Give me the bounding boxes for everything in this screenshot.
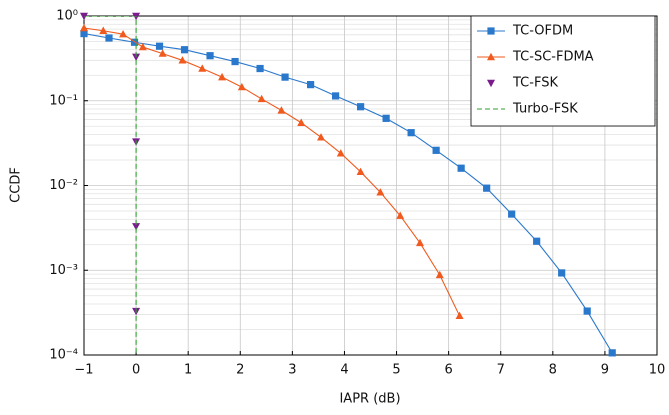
marker — [277, 106, 286, 114]
marker — [558, 269, 566, 277]
marker — [317, 133, 326, 141]
x-tick-label: 6 — [444, 363, 452, 378]
marker — [583, 307, 591, 315]
marker — [158, 49, 167, 57]
marker — [357, 103, 365, 111]
marker — [407, 129, 415, 137]
marker — [306, 81, 315, 89]
marker — [376, 188, 385, 196]
y-tick-label: 10⁰ — [56, 9, 78, 24]
marker — [155, 42, 164, 50]
marker — [432, 146, 440, 154]
x-tick-label: 0 — [132, 363, 140, 378]
marker — [257, 94, 266, 103]
legend-label: Turbo-FSK — [512, 102, 578, 117]
y-axis-label: CCDF — [9, 167, 24, 203]
marker — [331, 92, 340, 100]
marker — [198, 64, 207, 72]
marker — [455, 311, 464, 320]
marker — [132, 223, 141, 231]
plot-frame — [83, 15, 658, 356]
x-tick-label: 1 — [184, 363, 192, 378]
marker — [483, 184, 491, 192]
y-tick-label: 10⁻³ — [49, 263, 78, 278]
x-tick-label: 3 — [288, 363, 296, 378]
series-line — [84, 27, 461, 317]
x-tick-label: 7 — [497, 363, 505, 378]
x-tick-label: 5 — [392, 363, 400, 378]
marker — [356, 167, 365, 176]
x-tick-label: 2 — [236, 363, 244, 378]
y-tick-label: 10⁻² — [49, 178, 78, 193]
legend-marker — [487, 52, 495, 61]
marker — [237, 82, 246, 91]
marker — [80, 23, 88, 32]
series-line — [84, 33, 613, 354]
marker — [457, 164, 465, 172]
legend-box — [470, 15, 656, 127]
marker — [138, 42, 147, 51]
marker — [256, 64, 264, 73]
marker — [105, 34, 113, 42]
marker — [119, 29, 128, 38]
marker — [297, 118, 306, 126]
y-tick-label: 10⁻¹ — [49, 93, 78, 108]
marker — [80, 29, 88, 38]
x-tick-label: 10 — [649, 363, 666, 378]
marker — [99, 26, 108, 34]
x-axis-label: IAPR (dB) — [339, 392, 400, 407]
marker — [231, 57, 239, 66]
marker — [178, 56, 187, 64]
marker — [281, 73, 289, 81]
marker — [132, 53, 141, 62]
legend-label: TC-SC-FDMA — [512, 50, 594, 65]
marker — [206, 52, 214, 60]
marker — [382, 114, 390, 122]
legend-marker — [487, 27, 495, 35]
legend-marker — [487, 79, 495, 88]
marker — [180, 46, 189, 54]
marker — [336, 149, 345, 157]
x-tick-label: 8 — [549, 363, 557, 378]
x-tick-label: 9 — [601, 363, 609, 378]
marker — [533, 237, 541, 245]
marker — [396, 211, 405, 219]
marker — [218, 72, 227, 81]
legend-label: TC-OFDM — [512, 24, 573, 39]
x-tick-label: −1 — [74, 363, 93, 378]
marker — [435, 270, 444, 279]
marker — [508, 210, 516, 218]
marker — [415, 238, 424, 247]
marker — [608, 349, 616, 357]
legend-label: TC-FSK — [512, 76, 558, 91]
y-tick-label: 10⁻⁴ — [49, 348, 78, 363]
x-tick-label: 4 — [340, 363, 348, 378]
